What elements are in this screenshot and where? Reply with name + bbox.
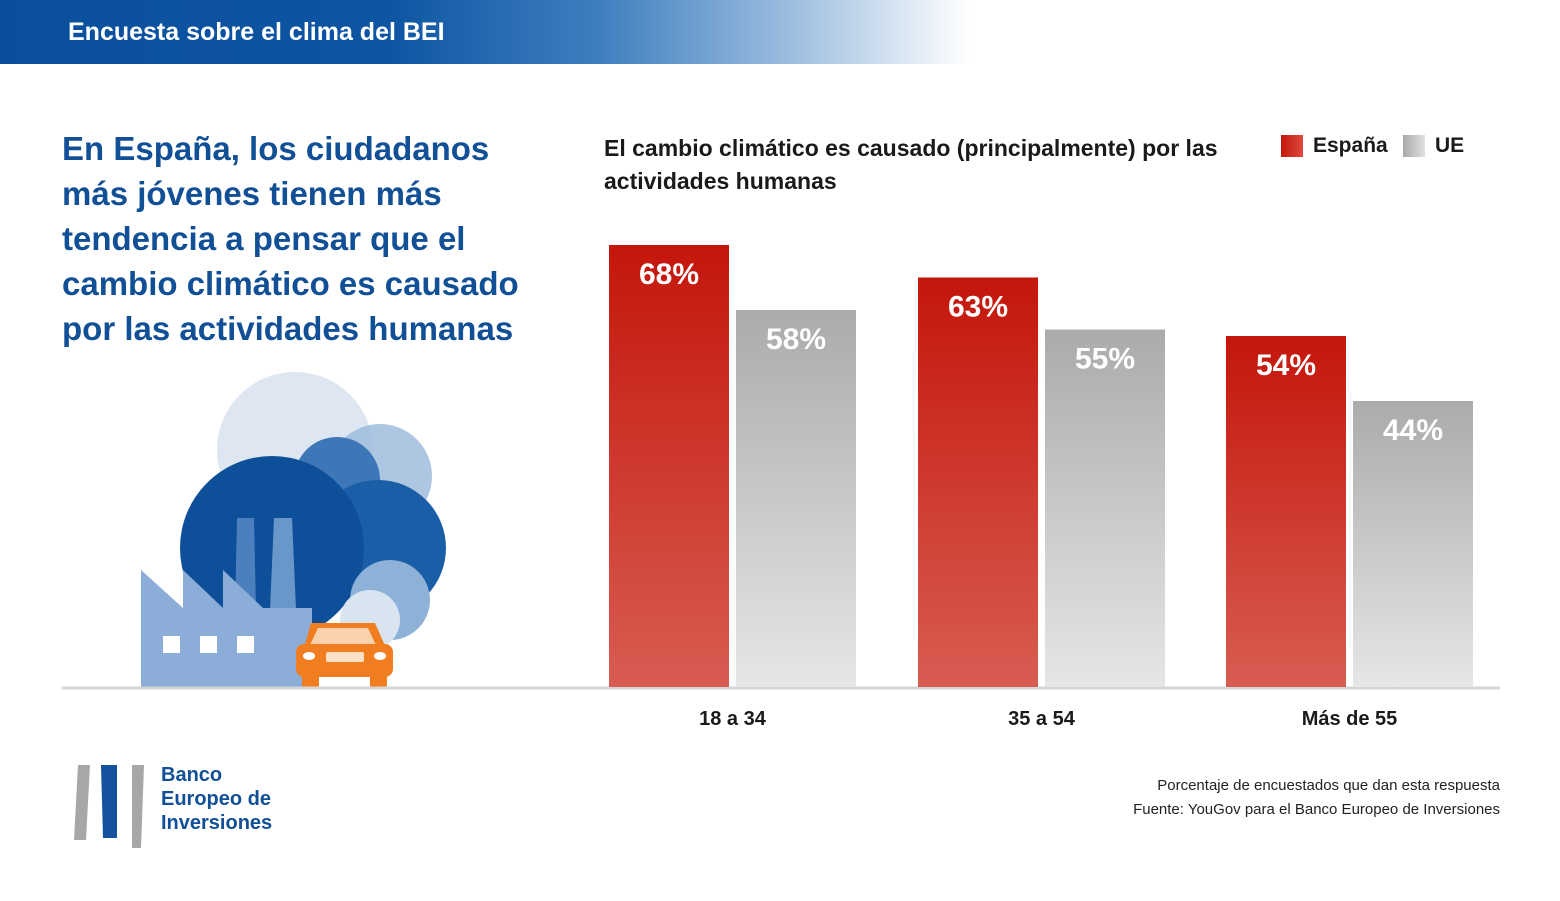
eib-logo-text: Banco Europeo de Inversiones [161, 763, 272, 835]
data-label-eu-18-34: 58% [766, 323, 826, 356]
legend-label-spain: España [1313, 134, 1388, 157]
x-tick-label-18-34: 18 a 34 [699, 708, 767, 730]
data-label-spain-35-54: 63% [948, 291, 1008, 324]
x-tick-label-55-plus: Más de 55 [1302, 708, 1398, 730]
footnote-source: Fuente: YouGov para el Banco Europeo de … [1133, 801, 1500, 818]
chart-title: El cambio climático es causado (principa… [604, 135, 1218, 194]
bar-eu-18-34 [736, 310, 856, 687]
illustration [141, 372, 446, 688]
bar-eu-35-54 [1045, 329, 1165, 687]
bar-eu-55-plus [1353, 401, 1473, 687]
legend-item-eu: UE [1403, 134, 1464, 158]
header-banner: Encuesta sobre el clima del BEI [0, 0, 970, 64]
logo-line-1: Banco [161, 764, 223, 786]
legend-item-spain: España [1281, 134, 1388, 158]
logo-line-3: Inversiones [161, 812, 273, 834]
logo-line-2: Europeo de [161, 788, 272, 810]
legend-swatch-eu [1403, 135, 1425, 157]
bar-spain-35-54 [918, 277, 1038, 687]
bar-spain-55-plus [1226, 336, 1346, 687]
factory-icon [141, 518, 312, 688]
legend-label-eu: UE [1435, 134, 1465, 157]
bars-group [609, 245, 1473, 687]
x-tick-label-35-54: 35 a 54 [1008, 708, 1076, 730]
data-label-spain-55-plus: 54% [1256, 349, 1316, 382]
data-label-eu-35-54: 55% [1075, 343, 1135, 376]
eib-logo-mark [74, 765, 144, 848]
car-icon [296, 623, 393, 688]
data-label-eu-55-plus: 44% [1383, 414, 1443, 447]
footnote-description: Porcentaje de encuestados que dan esta r… [1157, 777, 1500, 794]
bar-spain-18-34 [609, 245, 729, 687]
header-title: Encuesta sobre el clima del BEI [68, 18, 445, 46]
legend-swatch-spain [1281, 135, 1303, 157]
headline: En España, los ciudadanos más jóvenes ti… [62, 130, 519, 347]
data-label-spain-18-34: 68% [639, 258, 699, 291]
